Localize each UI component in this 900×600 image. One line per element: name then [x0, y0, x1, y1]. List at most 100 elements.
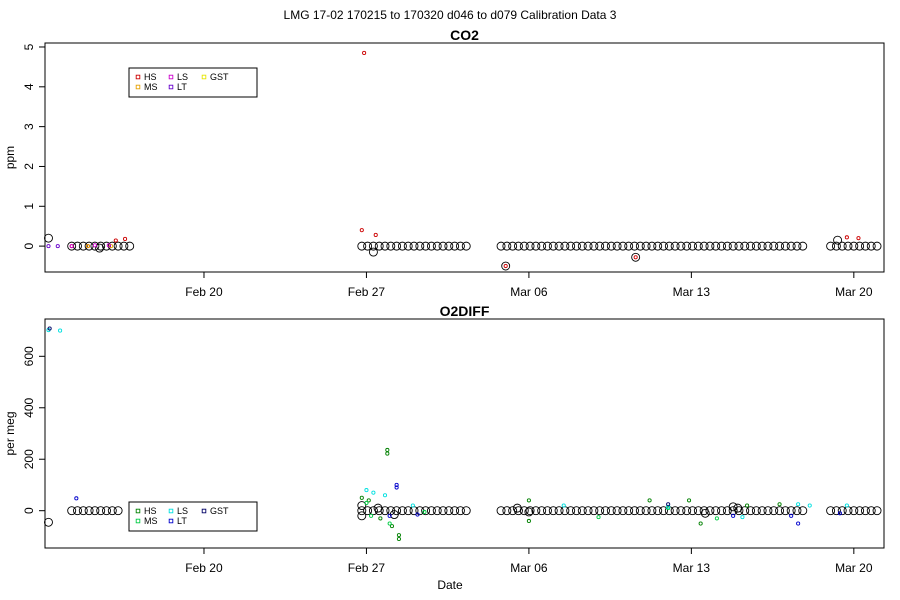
co2-x-tick-label: Feb 20: [185, 285, 223, 299]
o2diff-series-point-hs: [526, 498, 531, 503]
co2-series-point-hs: [113, 238, 118, 243]
o2diff-series-point-lt: [415, 512, 420, 517]
o2diff-sample-point: [548, 506, 558, 516]
o2diff-sample-point: [554, 506, 564, 516]
co2-sample-point: [849, 241, 859, 251]
o2diff-sample-point: [96, 506, 106, 516]
o2diff-series-point-ls: [807, 503, 812, 508]
co2-series-point-hs: [503, 263, 508, 269]
o2diff-sample-point: [577, 506, 587, 516]
o2diff-sample-point: [438, 506, 448, 516]
o2diff-sample-point: [688, 506, 697, 516]
co2-series-point-ls: [106, 243, 111, 248]
o2diff-legend-box: [128, 501, 258, 532]
co2-sample-point: [107, 241, 117, 251]
o2diff-sample-point: [849, 506, 859, 516]
co2-sample-point: [693, 241, 703, 251]
co2-sample-point: [95, 243, 104, 253]
co2-sample-point: [78, 241, 88, 251]
co2-legend-label-ls: LS: [177, 72, 188, 82]
co2-sample-point: [670, 241, 680, 251]
o2diff-x-tick-label: Mar 20: [835, 561, 873, 575]
o2diff-sample-point: [508, 506, 518, 516]
o2diff-sample-point: [444, 506, 454, 516]
co2-sample-point: [711, 241, 721, 251]
co2-sample-point: [392, 241, 402, 251]
co2-sample-point: [455, 241, 465, 251]
o2diff-sample-point: [502, 506, 512, 516]
co2-sample-point: [699, 241, 709, 251]
o2diff-sample-point: [512, 503, 522, 513]
o2diff-legend-label-lt: LT: [177, 516, 187, 526]
o2diff-series-point-hs: [777, 502, 782, 507]
o2diff-series-point-ls: [58, 328, 63, 333]
co2-title: CO2: [450, 27, 479, 43]
o2diff-sample-point: [659, 506, 668, 516]
o2diff-series-point-ls: [666, 504, 671, 509]
co2-sample-point: [368, 241, 378, 251]
o2diff-y-axis-label: per meg: [3, 411, 17, 455]
o2diff-legend-key-ms: [135, 518, 141, 524]
o2diff-sample-point: [357, 511, 367, 521]
co2-sample-point: [543, 241, 552, 251]
co2-sample-point: [589, 241, 599, 251]
o2diff-series-point-ls: [364, 488, 369, 493]
co2-y-tick-label: 3: [22, 123, 36, 130]
co2-legend-label-ms: MS: [144, 82, 158, 92]
co2-sample-point: [409, 241, 419, 251]
o2diff-sample-point: [786, 506, 796, 516]
o2diff-series-point-ms: [369, 513, 374, 518]
co2-sample-point: [403, 241, 413, 251]
o2diff-series-point-ls: [371, 490, 376, 495]
o2diff-series-point-lt: [837, 511, 842, 516]
o2diff-series-point-ms: [422, 509, 427, 515]
o2diff-series-point-ms: [596, 515, 601, 520]
co2-sample-point: [397, 241, 407, 251]
o2diff-sample-point: [831, 506, 841, 516]
o2diff-sample-point: [676, 506, 686, 516]
co2-legend-key-ms: [135, 84, 141, 90]
o2diff-sample-point: [653, 506, 663, 516]
o2diff-series-point-hs: [359, 495, 364, 500]
o2diff-series-point-hs: [745, 503, 750, 508]
co2-sample-point: [502, 241, 512, 251]
co2-y-tick-label: 1: [22, 203, 36, 210]
o2diff-series-point-ls: [410, 503, 415, 508]
o2diff-sample-point: [860, 506, 870, 516]
co2-sample-point: [363, 241, 373, 251]
o2diff-sample-point: [368, 506, 378, 516]
co2-series-point-lt: [46, 244, 51, 249]
co2-sample-point: [548, 241, 558, 251]
o2diff-series-point-lt: [394, 482, 399, 488]
co2-x-tick-label: Mar 13: [673, 285, 711, 299]
o2diff-sample-point: [595, 506, 605, 516]
co2-sample-point: [606, 241, 616, 251]
co2-sample-point: [67, 241, 77, 251]
co2-sample-point: [501, 261, 511, 271]
o2diff-sample-point: [78, 506, 88, 516]
co2-sample-point: [519, 241, 529, 251]
o2diff-sample-point: [107, 506, 117, 516]
co2-sample-point: [728, 241, 738, 251]
o2diff-sample-point: [496, 506, 506, 516]
o2diff-series-point-ls: [561, 503, 566, 508]
co2-series-point-hs: [844, 235, 849, 240]
o2diff-sample-point: [455, 506, 465, 516]
o2diff-x-tick-label: Mar 06: [510, 561, 548, 575]
co2-sample-point: [798, 241, 808, 251]
co2-sample-point: [833, 235, 843, 245]
co2-y-tick-label: 5: [22, 43, 36, 50]
co2-sample-point: [775, 241, 785, 251]
o2diff-y-tick-label: 600: [22, 346, 36, 366]
co2-series-point-hs: [362, 50, 367, 56]
o2diff-sample-point: [717, 506, 726, 516]
o2diff-sample-point: [44, 517, 53, 527]
co2-sample-point: [554, 241, 564, 251]
co2-sample-point: [705, 241, 715, 251]
co2-sample-point: [44, 233, 53, 243]
o2diff-sample-point: [612, 506, 622, 516]
o2diff-x-tick-label: Feb 20: [185, 561, 223, 575]
o2diff-sample-point: [601, 506, 610, 516]
o2diff-sample-point: [792, 506, 802, 516]
